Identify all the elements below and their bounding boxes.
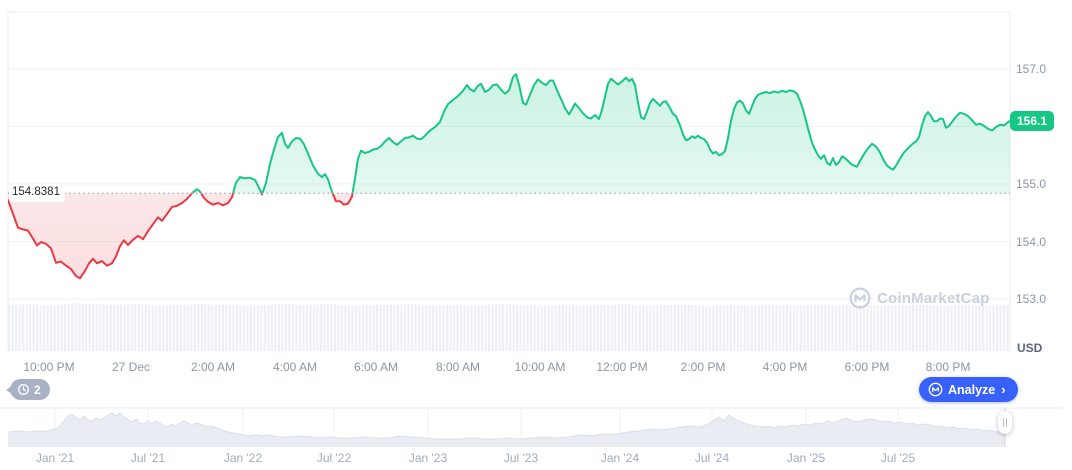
navigator-date-label: Jul '22 bbox=[316, 451, 352, 465]
cmc-logo-icon bbox=[928, 382, 943, 397]
time-tick-label: 12:00 PM bbox=[596, 360, 648, 374]
history-badge[interactable]: 2 bbox=[6, 379, 50, 400]
time-tick-label: 6:00 AM bbox=[353, 360, 399, 374]
time-tick-label: 8:00 AM bbox=[435, 360, 481, 374]
navigator-date-label: Jul '21 bbox=[130, 451, 166, 465]
time-tick-label: 10:00 PM bbox=[23, 360, 75, 374]
navigator-resize-handle[interactable] bbox=[998, 411, 1012, 434]
prev-close-label: 154.8381 bbox=[9, 184, 65, 203]
watermark-text: CoinMarketCap bbox=[877, 289, 990, 307]
navigator-date-label: Jan '25 bbox=[786, 451, 826, 465]
history-clock-icon bbox=[18, 384, 29, 395]
time-tick-label: 6:00 PM bbox=[844, 360, 890, 374]
history-count: 2 bbox=[34, 382, 41, 397]
axis-unit-label: USD bbox=[1017, 341, 1043, 355]
time-tick-label: 4:00 AM bbox=[272, 360, 318, 374]
chevron-right-icon: › bbox=[1001, 382, 1006, 397]
time-tick-label: 4:00 PM bbox=[762, 360, 808, 374]
analyze-button[interactable]: Analyze › bbox=[919, 377, 1018, 402]
current-price-badge: 156.1 bbox=[1010, 110, 1055, 131]
time-tick-label: 2:00 AM bbox=[190, 360, 236, 374]
price-tick-label: 154.0 bbox=[1016, 234, 1047, 249]
navigator-date-label: Jul '23 bbox=[503, 451, 539, 465]
coinmarketcap-watermark: CoinMarketCap bbox=[849, 287, 990, 309]
navigator-date-label: Jan '21 bbox=[35, 451, 75, 465]
time-tick-label: 8:00 PM bbox=[925, 360, 971, 374]
navigator-date-label: Jan '22 bbox=[223, 451, 263, 465]
price-tick-label: 153.0 bbox=[1016, 292, 1047, 306]
price-tick-label: 157.0 bbox=[1016, 62, 1047, 76]
navigator-date-label: Jul '25 bbox=[880, 451, 916, 465]
navigator-date-label: Jul '24 bbox=[694, 451, 730, 465]
navigator-date-label: Jan '23 bbox=[408, 451, 448, 465]
time-tick-label: 10:00 AM bbox=[514, 360, 566, 374]
price-tick-label: 155.0 bbox=[1016, 177, 1047, 191]
cmc-watermark-logo-icon bbox=[849, 287, 871, 309]
analyze-label: Analyze bbox=[948, 382, 996, 397]
time-tick-label: 27 Dec bbox=[111, 360, 151, 374]
time-tick-label: 2:00 PM bbox=[680, 360, 726, 374]
navigator-date-label: Jan '24 bbox=[600, 451, 640, 465]
